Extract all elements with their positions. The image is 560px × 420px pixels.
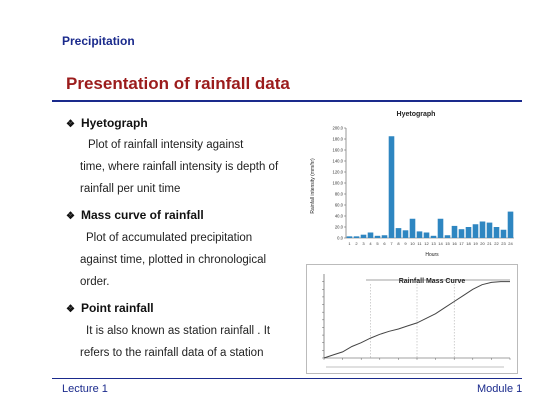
bar (507, 211, 514, 238)
bar (486, 222, 493, 238)
chart-title: Rainfall Mass Curve (399, 278, 466, 285)
bullet-line: refers to the rainfall data of a station (80, 347, 264, 359)
diamond-bullet-icon: ❖ (66, 211, 75, 222)
x-tick-label: 20 (480, 241, 485, 246)
bar (409, 218, 416, 238)
x-tick-label: 8 (397, 241, 400, 246)
y-tick-label: 0.0 (337, 236, 343, 241)
slide-title: Presentation of rainfall data (66, 74, 290, 93)
x-tick-label: 18 (466, 241, 471, 246)
bar (353, 236, 360, 238)
bar (472, 224, 479, 238)
x-tick-label: 1 (348, 241, 351, 246)
bullet-heading: ❖ Hyetograph (66, 112, 306, 134)
bar (423, 232, 430, 238)
x-axis-label: Hours (425, 252, 439, 258)
y-axis-label: Rainfall intensity (mm/hr) (310, 158, 316, 214)
x-tick-label: 6 (383, 241, 386, 246)
bullet-line: Plot of accumulated precipitation (86, 232, 253, 244)
section-header: Precipitation (62, 34, 135, 48)
x-tick-label: 17 (459, 241, 464, 246)
x-tick-label: 24 (508, 241, 513, 246)
bullet-line: order. (80, 276, 110, 288)
bullet-line: Plot of rainfall intensity against (88, 139, 244, 151)
bar (381, 235, 388, 238)
diamond-bullet-icon: ❖ (66, 119, 75, 130)
bar (388, 136, 395, 238)
x-tick-label: 23 (501, 241, 506, 246)
bullet-line: time, where rainfall intensity is depth … (80, 161, 279, 173)
x-tick-label: 10 (410, 241, 415, 246)
mass-curve-line (323, 281, 510, 359)
y-tick-label: 140.0 (333, 159, 344, 164)
y-tick-label: 20.0 (335, 225, 344, 230)
hyetograph-chart: Hyetograph Rainfall intensity (mm/hr) Ho… (310, 111, 514, 258)
x-tick-label: 9 (404, 241, 407, 246)
x-tick-label: 13 (431, 241, 436, 246)
y-tick-label: 60.0 (335, 203, 344, 208)
diamond-bullet-icon: ❖ (66, 304, 75, 315)
x-tick-label: 2 (355, 241, 358, 246)
x-tick-label: 12 (424, 241, 429, 246)
x-tick-label: 11 (417, 241, 422, 246)
chart-frame (306, 264, 518, 374)
bar (346, 236, 353, 238)
x-tick-label: 16 (452, 241, 457, 246)
bullet-heading: ❖ Mass curve of rainfall (66, 203, 306, 227)
footer-divider (52, 378, 522, 379)
bullet-line: rainfall per unit time (80, 183, 181, 195)
bar (374, 235, 381, 238)
bar (451, 225, 458, 238)
bar (360, 234, 367, 238)
y-tick-label: 100.0 (333, 181, 344, 186)
bullet-heading: ❖ Point rainfall (66, 296, 306, 320)
x-tick-label: 3 (362, 241, 365, 246)
y-tick-label: 200.0 (333, 126, 344, 131)
bar (402, 230, 409, 238)
chart-title: Hyetograph (397, 111, 436, 118)
bar (437, 218, 444, 238)
y-tick-label: 40.0 (335, 214, 344, 219)
x-tick-label: 4 (369, 241, 372, 246)
y-tick-label: 80.0 (335, 192, 344, 197)
bullet-heading-text: Mass curve of rainfall (80, 208, 204, 222)
bar (444, 235, 451, 238)
bar (500, 229, 507, 238)
bar (416, 231, 423, 238)
x-tick-label: 19 (473, 241, 478, 246)
x-tick-label: 15 (445, 241, 450, 246)
x-tick-label: 7 (390, 241, 393, 246)
x-tick-label: 5 (376, 241, 379, 246)
bullet-line: It is also known as station rainfall . I… (86, 325, 271, 337)
bar (458, 229, 465, 238)
bar (465, 227, 472, 238)
y-tick-label: 120.0 (333, 170, 344, 175)
bar (493, 227, 500, 238)
footer-lecture: Lecture 1 (62, 383, 108, 395)
y-tick-label: 180.0 (333, 137, 344, 142)
y-tick-label: 160.0 (333, 148, 344, 153)
mass-curve-chart: Rainfall Mass Curve (306, 264, 518, 374)
bullet-heading-text: Point rainfall (80, 301, 154, 315)
bar (367, 232, 374, 238)
x-tick-label: 14 (438, 241, 443, 246)
bullet-line: against time, plotted in chronological (80, 254, 267, 266)
bar (479, 221, 486, 238)
x-tick-label: 21 (487, 241, 492, 246)
bar (430, 235, 437, 238)
title-underline (52, 100, 522, 102)
footer-module: Module 1 (477, 383, 523, 395)
x-tick-label: 22 (494, 241, 499, 246)
bar (395, 228, 402, 238)
bullet-heading-text: Hyetograph (80, 116, 148, 130)
bullet-list: ❖ Hyetograph Plot of rainfall intensity a… (66, 112, 306, 364)
